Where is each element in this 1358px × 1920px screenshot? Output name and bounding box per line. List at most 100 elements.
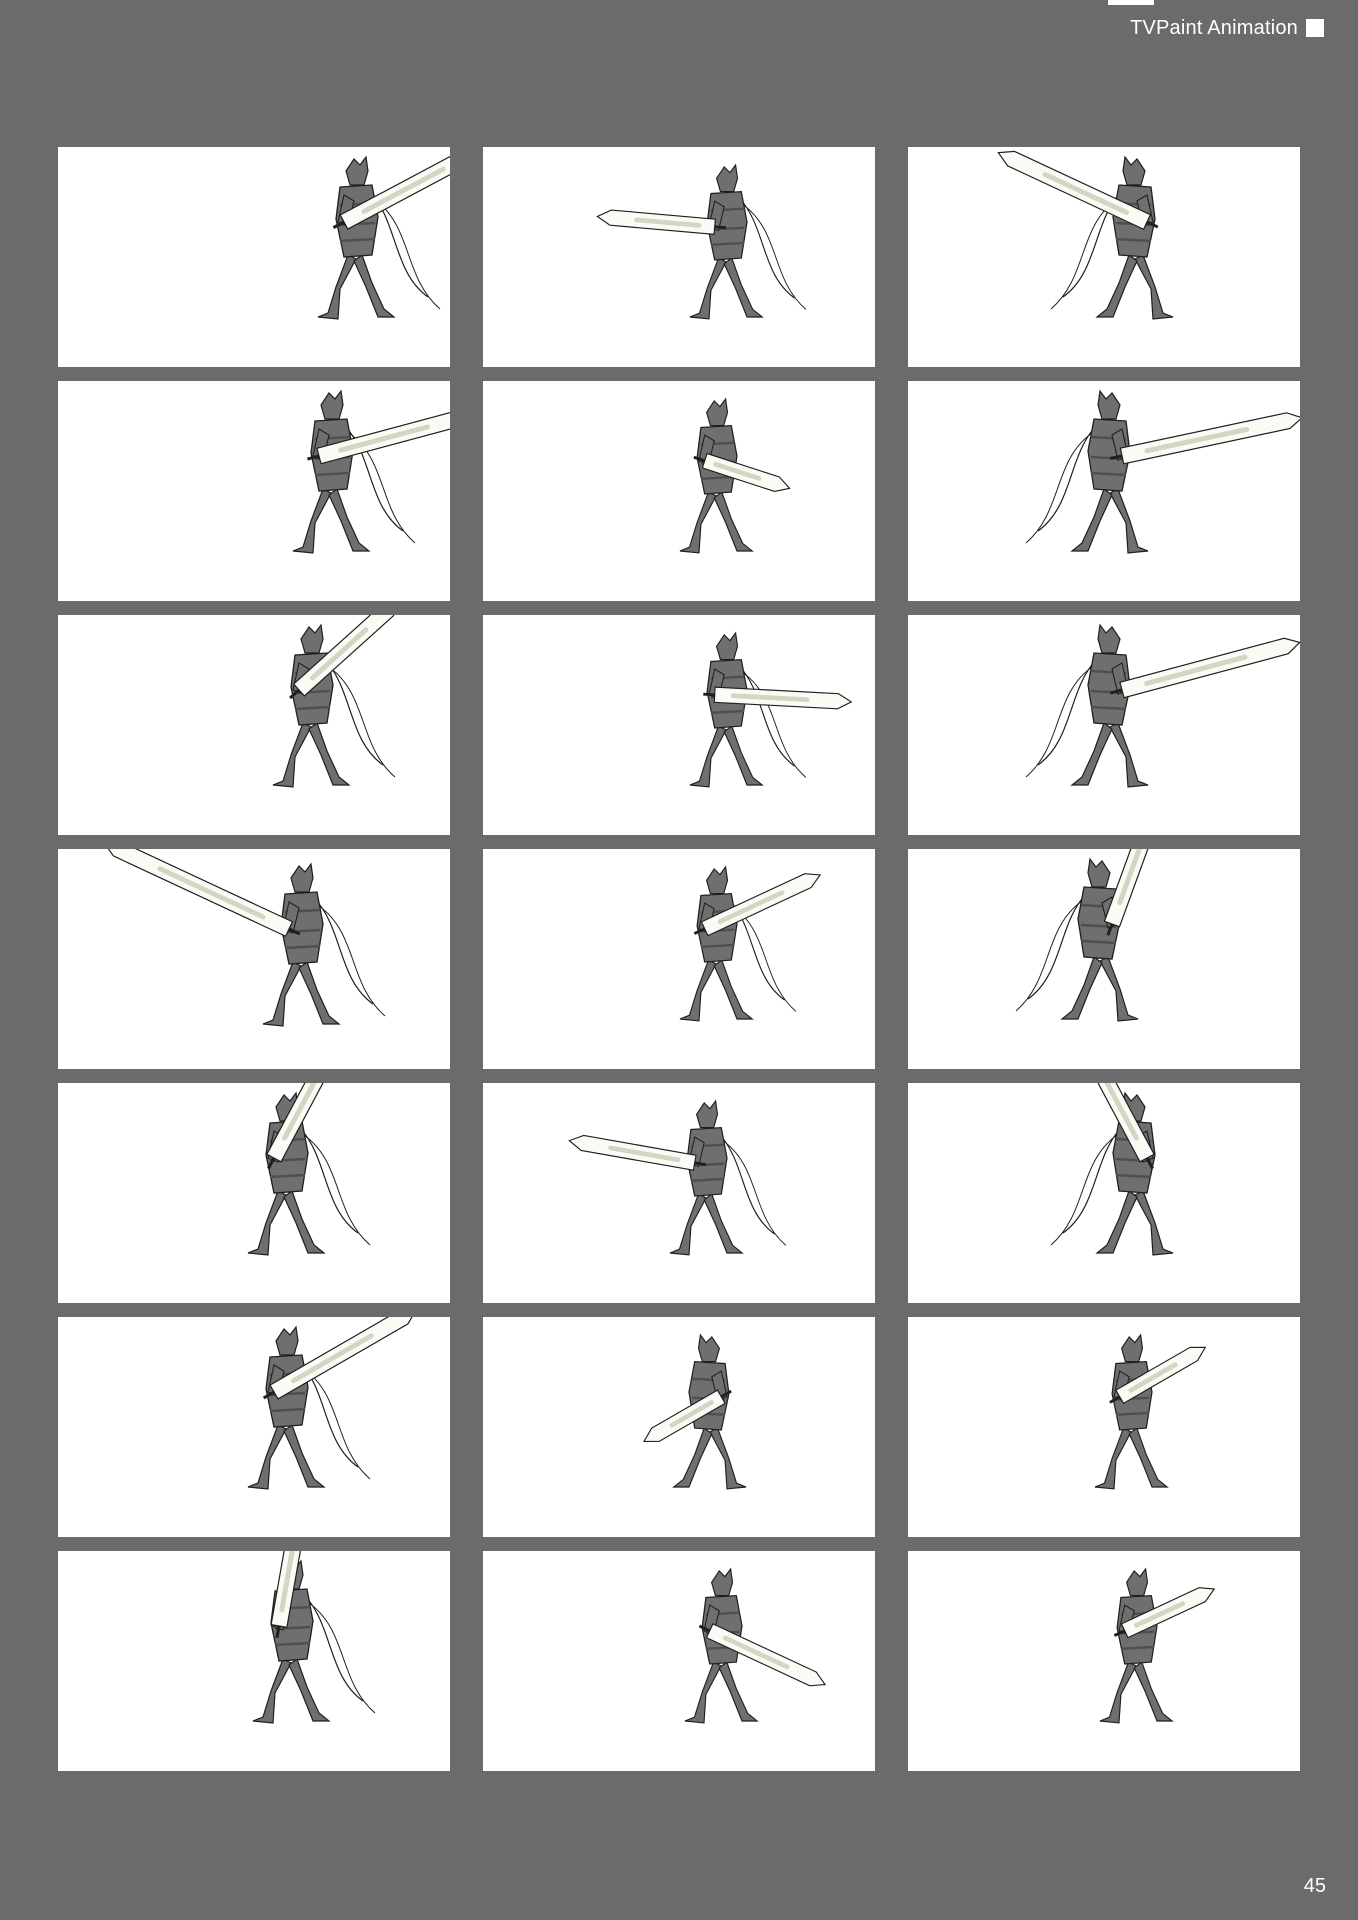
storyboard-panel-2 (483, 147, 875, 367)
leg (283, 1424, 326, 1488)
knight-sketch-3 (997, 150, 1174, 320)
sword-hilt (1146, 220, 1159, 229)
blade-highlight (338, 424, 431, 453)
sword-hilt (332, 220, 345, 229)
leg (1134, 1190, 1174, 1256)
blade-highlight (1144, 426, 1250, 454)
sword-blade (269, 1317, 413, 1400)
knight-sketch-21 (1099, 1567, 1216, 1724)
armor-band (284, 944, 321, 950)
helmet (695, 1099, 719, 1129)
leg (1070, 722, 1113, 786)
leg (1099, 1661, 1137, 1724)
storyboard-panel-1 (58, 147, 450, 367)
knight-sketch-8 (689, 631, 853, 788)
armor-band (1080, 939, 1117, 945)
leg (713, 491, 754, 552)
blade-highlight (282, 1083, 317, 1141)
armor-band (690, 1177, 725, 1182)
knight-sketch-18 (1094, 1333, 1207, 1490)
leg (689, 257, 727, 320)
cape-strand (722, 1140, 787, 1246)
helmet (705, 865, 729, 895)
storyboard-panel-9 (908, 615, 1300, 835)
blade-highlight (669, 1400, 714, 1428)
leg (709, 1427, 747, 1490)
storyboard-panel-21 (908, 1551, 1300, 1771)
leg (272, 722, 312, 788)
leg (1128, 1427, 1169, 1488)
page-number: 45 (1303, 1875, 1326, 1897)
leg (1109, 722, 1149, 788)
knight-sketch-10 (107, 849, 386, 1027)
leg (1133, 1661, 1174, 1722)
knight-sketch-15 (1050, 1083, 1174, 1256)
leg (1099, 956, 1139, 1022)
armor-band (339, 237, 376, 243)
leg (1070, 488, 1113, 552)
cape-strand (742, 204, 807, 310)
cape-strand (1050, 1134, 1118, 1246)
cape-strand (1015, 900, 1083, 1012)
sword-hilt (693, 927, 706, 935)
header-title: TVPaint Animation (1130, 17, 1298, 39)
storyboard-panel-14 (483, 1083, 875, 1303)
armor-band (710, 241, 745, 246)
blade-highlight (717, 890, 785, 924)
sword-hilt (698, 1624, 711, 1633)
blade-highlight (279, 1551, 295, 1613)
storyboard-panel-19 (58, 1551, 450, 1771)
storyboard-panel-4 (58, 381, 450, 601)
knight-sketch-6 (1025, 389, 1300, 554)
cape-strand (373, 198, 441, 310)
leg (689, 725, 727, 788)
sword-hilt (307, 454, 320, 461)
storyboard-panel-10 (58, 849, 450, 1069)
sword-hilt (1113, 1629, 1126, 1637)
knight-sketch-5 (679, 397, 791, 554)
sword-hilt (714, 225, 727, 230)
armor-band (710, 709, 745, 714)
blade-highlight (608, 1145, 681, 1163)
sword-hilt (288, 927, 301, 936)
leg (328, 488, 371, 552)
knight-sketch-19 (252, 1551, 376, 1724)
blade-highlight (157, 866, 266, 920)
sword-hilt (720, 1389, 732, 1398)
leg (679, 959, 717, 1022)
sword-hilt (289, 688, 301, 700)
sword-hilt (267, 1157, 276, 1170)
storyboard-panel-11 (483, 849, 875, 1069)
sword-hilt (1145, 1157, 1154, 1170)
leg (247, 1190, 287, 1256)
leg (317, 254, 357, 320)
armor-band (700, 943, 735, 948)
leg (1134, 254, 1174, 320)
leg (283, 1190, 326, 1254)
cape-strand (303, 1134, 371, 1246)
leg (262, 961, 302, 1027)
page-tab-marker (1108, 0, 1154, 5)
sword-blade (107, 849, 294, 938)
blade-highlight (361, 166, 446, 214)
leg (247, 1424, 287, 1490)
helmet (275, 1325, 299, 1356)
armor-band (1115, 1411, 1150, 1416)
armor-band (1090, 705, 1127, 711)
helmet (320, 389, 344, 420)
storyboard-panel-5 (483, 381, 875, 601)
leg (713, 959, 754, 1020)
leg (679, 491, 717, 554)
leg (308, 722, 351, 786)
leg (288, 1658, 331, 1722)
knight-sketch-14 (568, 1099, 787, 1256)
helmet (1122, 155, 1146, 186)
leg (1095, 254, 1138, 318)
leg (292, 488, 332, 554)
leg (1109, 488, 1149, 554)
knight-sketch-4 (292, 389, 450, 554)
leg (672, 1427, 713, 1488)
cape-strand (303, 1368, 371, 1480)
sword-hilt (1106, 923, 1114, 936)
leg (718, 1661, 759, 1722)
